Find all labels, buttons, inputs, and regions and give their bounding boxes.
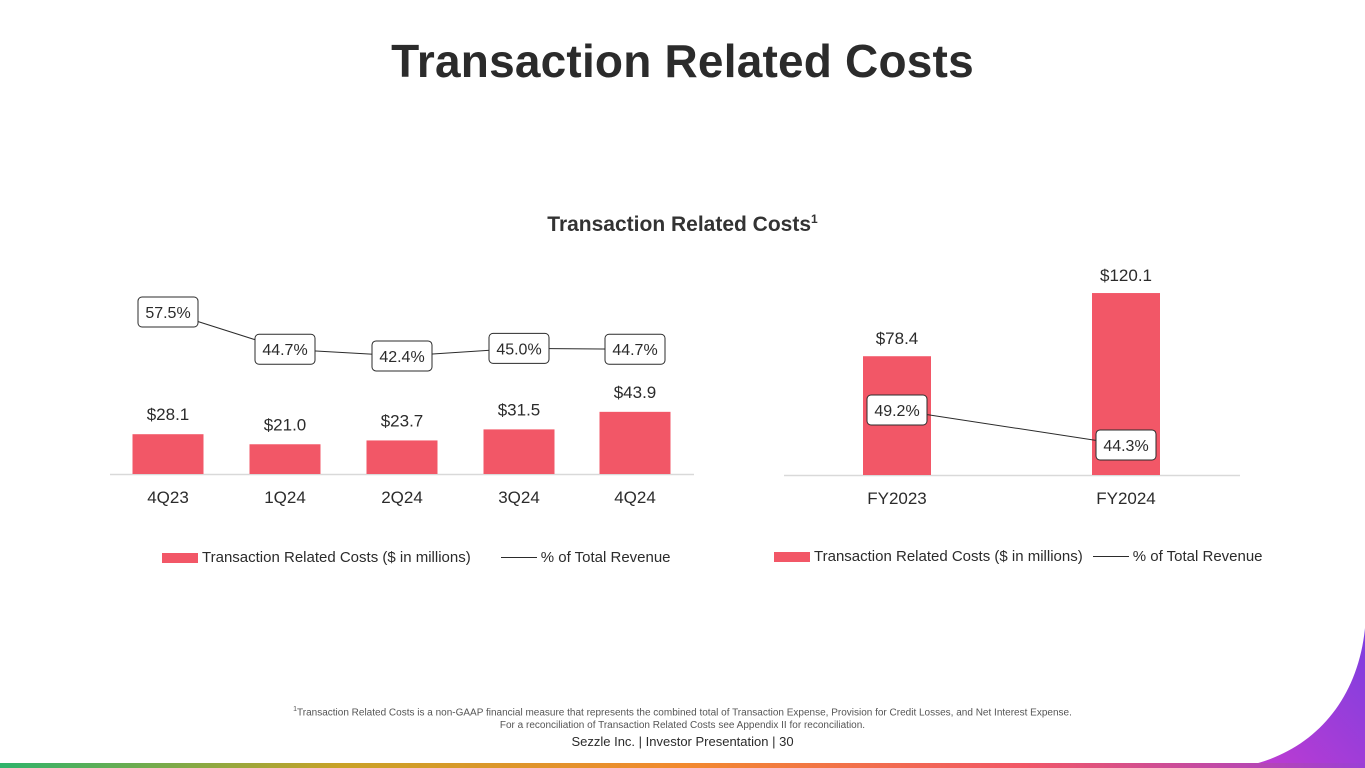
chart-heading-text: Transaction Related Costs — [547, 213, 812, 236]
quarterly-line-label-4Q23-box — [137, 296, 199, 328]
corner-decoration — [1235, 628, 1365, 768]
quarterly-bar-label-1Q24: $21.0 — [264, 415, 307, 434]
quarterly-category-2Q24: 2Q24 — [381, 488, 423, 507]
annual-bar-label-FY2024: $120.1 — [1100, 266, 1152, 285]
legend-line-label: % of Total Revenue — [540, 549, 671, 566]
annual-chart-legend: Transaction Related Costs ($ in millions… — [774, 548, 1263, 565]
quarterly-bar-1Q24 — [249, 444, 321, 474]
footnote-line-1: 1Transaction Related Costs is a non-GAAP… — [0, 703, 1365, 719]
page-footer: Sezzle Inc. | Investor Presentation | 30 — [571, 734, 794, 749]
legend-line-swatch — [500, 557, 537, 558]
quarterly-line-label-2Q24: 42.4% — [379, 349, 424, 366]
quarterly-line-label-1Q24-box — [254, 333, 316, 365]
quarterly-chart-legend: Transaction Related Costs ($ in millions… — [162, 549, 671, 566]
quarterly-bar-2Q24 — [366, 440, 438, 474]
quarterly-category-4Q23: 4Q23 — [147, 488, 189, 507]
legend-bar-swatch — [774, 551, 810, 562]
bottom-gradient-bar — [0, 763, 1365, 768]
footnote-marker: 1 — [293, 706, 298, 713]
quarterly-category-3Q24: 3Q24 — [498, 488, 540, 507]
legend-bar-label: Transaction Related Costs ($ in millions… — [814, 548, 1083, 565]
legend-line-swatch — [1092, 556, 1129, 557]
annual-line-label-FY2023-box — [866, 394, 928, 426]
quarterly-bar-label-4Q23: $28.1 — [147, 405, 190, 424]
footnote-line-2: For a reconciliation of Transaction Rela… — [499, 720, 866, 732]
legend-bar-label: Transaction Related Costs ($ in millions… — [202, 549, 471, 566]
annual-line-label-FY2024-box — [1095, 429, 1157, 461]
quarterly-bar-4Q24 — [599, 411, 671, 474]
footnote-text-1: Transaction Related Costs is a non-GAAP … — [297, 707, 1072, 719]
quarterly-bar-label-4Q24: $43.9 — [614, 383, 657, 402]
quarterly-bar-label-3Q24: $31.5 — [498, 400, 541, 419]
annual-category-FY2023: FY2023 — [867, 489, 927, 508]
quarterly-category-1Q24: 1Q24 — [264, 488, 306, 507]
quarterly-line-label-3Q24: 45.0% — [496, 341, 541, 358]
quarterly-line-label-2Q24-box — [371, 340, 433, 372]
quarterly-line-label-3Q24-box — [488, 332, 550, 364]
annual-line-label-FY2024: 44.3% — [1103, 438, 1148, 455]
quarterly-bar-4Q23 — [132, 434, 204, 474]
annual-line-label-FY2023: 49.2% — [874, 403, 919, 420]
quarterly-bar-3Q24 — [483, 429, 555, 474]
chart-heading-footnote-marker: 1 — [811, 212, 818, 226]
footnote: 1Transaction Related Costs is a non-GAAP… — [0, 703, 1365, 732]
quarterly-bar-label-2Q24: $23.7 — [381, 411, 424, 430]
quarterly-line-label-4Q24-box — [604, 333, 666, 365]
legend-bar-swatch — [162, 552, 198, 563]
annual-bar-label-FY2023: $78.4 — [876, 329, 919, 348]
page-title: Transaction Related Costs — [391, 35, 974, 87]
annual-revenue-line — [896, 409, 1127, 446]
quarterly-category-4Q24: 4Q24 — [614, 488, 656, 507]
legend-line-label: % of Total Revenue — [1132, 548, 1263, 565]
annual-category-FY2024: FY2024 — [1096, 489, 1156, 508]
quarterly-line-label-1Q24: 44.7% — [262, 342, 307, 359]
quarterly-line-label-4Q24: 44.7% — [612, 342, 657, 359]
chart-heading: Transaction Related Costs1 — [0, 212, 1365, 237]
quarterly-line-label-4Q23: 57.5% — [145, 305, 190, 322]
